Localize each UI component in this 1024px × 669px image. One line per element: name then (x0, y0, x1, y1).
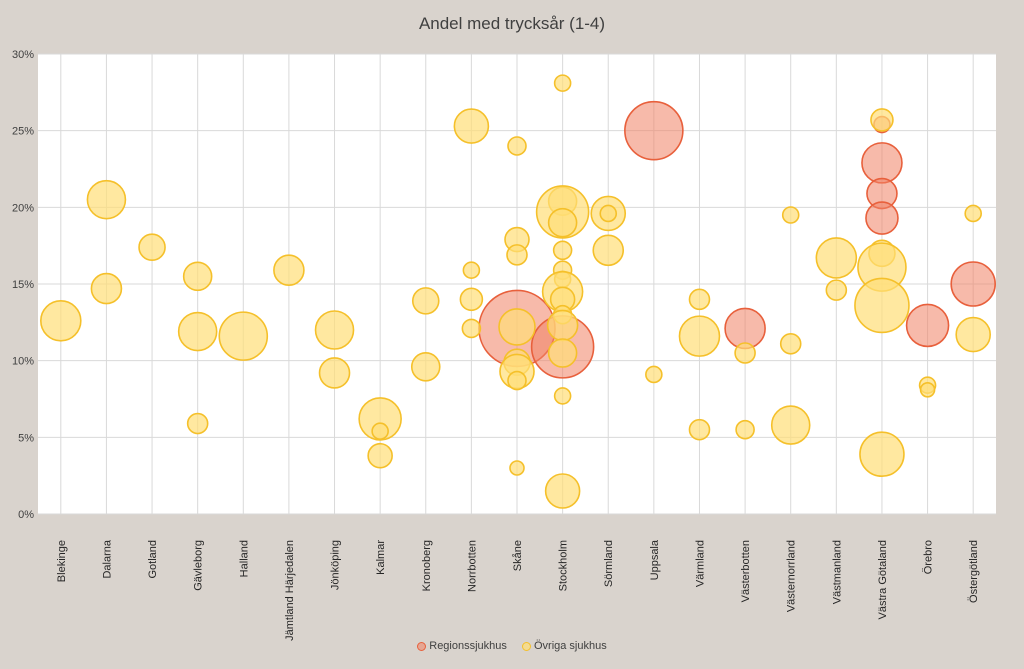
bubble-point (592, 234, 625, 267)
y-tick-label: 25% (12, 126, 34, 138)
x-category-label: Halland (238, 540, 250, 577)
x-category-label: Jönköping (330, 540, 342, 590)
bubble-point (177, 311, 218, 352)
legend-item-regionssjukhus: Regionssjukhus (417, 640, 507, 652)
x-category-label: Skåne (512, 540, 524, 571)
x-category-label: Norrbotten (466, 540, 478, 592)
legend: Regionssjukhus Övriga sjukhus (0, 640, 1024, 652)
x-category-label: Stockholm (558, 540, 570, 591)
bubble-point (411, 287, 440, 315)
y-tick-label: 15% (12, 279, 34, 291)
x-axis-categories: Blekinge Dalarna Gotland Gävleborg Halland Jä… (56, 539, 980, 641)
y-axis-ticks: 0% 5% 10% 15% 20% 25% 30% (12, 49, 34, 521)
y-tick-label: 5% (18, 432, 34, 444)
bubble-point (770, 405, 811, 445)
x-category-label: Dalarna (101, 539, 113, 578)
bubble-point (645, 365, 663, 384)
x-category-label: Västernorrland (786, 540, 798, 612)
bubble-point (90, 272, 123, 305)
bubble-point (314, 310, 355, 350)
bubble-point (825, 279, 848, 301)
bubble-point (688, 418, 711, 441)
series-regionssjukhus (478, 100, 996, 379)
bubble-point (905, 303, 950, 348)
legend-item-ovriga-sjukhus: Övriga sjukhus (521, 640, 607, 652)
bubble-point (547, 338, 578, 368)
bubble-point (186, 412, 209, 435)
bubble-point (950, 261, 996, 307)
x-category-label: Västerbotten (740, 540, 752, 602)
bubble-point (507, 370, 527, 391)
bubble-point (182, 261, 213, 292)
legend-swatch-icon (521, 641, 531, 651)
bubble-point (553, 74, 572, 92)
bubble-point (507, 136, 527, 156)
x-category-label: Kronoberg (421, 540, 433, 591)
x-category-label: Örebro (923, 540, 935, 574)
bubble-point (453, 108, 490, 144)
bubble-point (781, 206, 800, 224)
bubble-point (218, 311, 269, 361)
bubble-point (273, 254, 305, 287)
x-category-label: Kalmar (375, 540, 387, 575)
bubble-point (547, 207, 578, 238)
bubble-point (367, 442, 393, 469)
bubble-point (688, 288, 711, 311)
x-category-label: Värmland (694, 540, 706, 587)
bubble-point (509, 460, 525, 476)
bubble-point (498, 308, 536, 346)
bubble-point (138, 233, 166, 261)
bubble-point (854, 277, 910, 334)
x-category-label: Sörmland (603, 540, 615, 587)
y-tick-label: 0% (18, 509, 34, 521)
legend-swatch-icon (417, 641, 427, 651)
bubble-point (461, 318, 482, 339)
bubble-point (734, 342, 756, 364)
gridlines (38, 53, 996, 515)
bubble-point (735, 419, 755, 440)
bubble-point (552, 240, 573, 261)
y-tick-label: 10% (12, 356, 34, 368)
chart-title: Andel med trycksår (1-4) (418, 14, 606, 33)
bubble-point (859, 431, 905, 478)
bubble-point (459, 287, 484, 312)
x-category-label: Blekinge (56, 540, 68, 582)
bubble-point (544, 473, 581, 509)
bubble-point (955, 316, 991, 353)
bubble-point (861, 142, 903, 184)
x-category-label: Östergötland (968, 540, 980, 603)
bubble-point (410, 351, 441, 382)
bubble-point (462, 261, 481, 280)
bubble-point (546, 309, 579, 342)
bubble-point (815, 237, 858, 279)
bubble-point (599, 204, 618, 223)
x-category-label: Uppsala (649, 539, 661, 580)
x-category-label: Gävleborg (193, 540, 205, 591)
x-category-label: Västra Götaland (877, 540, 889, 620)
bubble-point (964, 204, 982, 223)
bubble-point (919, 381, 936, 398)
bubble-point (506, 244, 528, 266)
bubble-point (40, 299, 82, 342)
x-category-label: Västmanland (831, 540, 843, 604)
series-ovriga-sjukhus (40, 74, 991, 509)
bubble-point (318, 357, 351, 389)
bubble-point (865, 201, 899, 235)
bubble-point (86, 179, 127, 220)
x-category-label: Gotland (147, 540, 159, 579)
bubble-point (553, 387, 572, 405)
bubble-point (779, 332, 802, 355)
legend-label: Övriga sjukhus (533, 640, 607, 652)
bubble-point (678, 315, 721, 357)
y-tick-label: 30% (12, 49, 34, 61)
bubble-point (624, 100, 684, 161)
y-tick-label: 20% (12, 202, 34, 214)
bubble-point (870, 108, 894, 132)
x-category-label: Jämtland Härjedalen (284, 540, 296, 641)
bubble-point (371, 422, 389, 441)
legend-label: Regionssjukhus (429, 640, 507, 652)
